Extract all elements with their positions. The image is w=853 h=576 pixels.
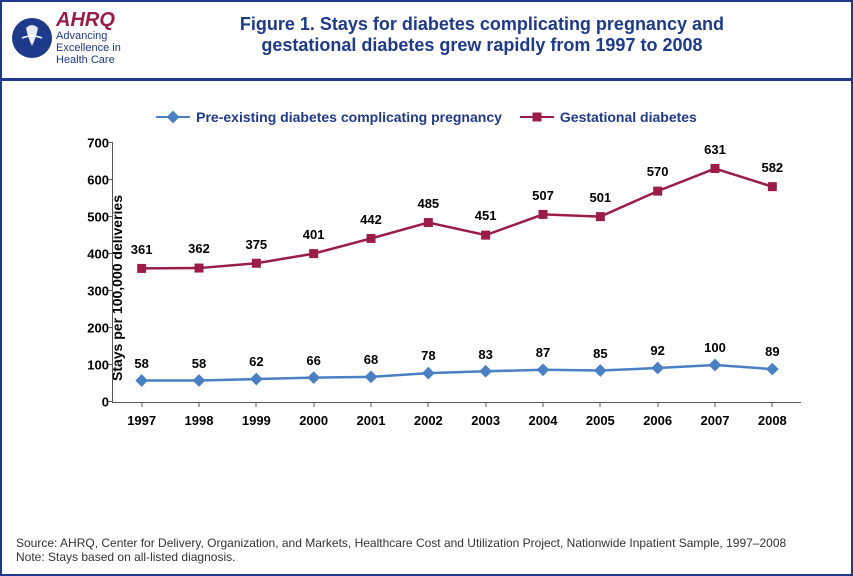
logo-block: AHRQ Advancing Excellence in Health Care xyxy=(12,10,121,66)
data-label: 507 xyxy=(532,188,554,203)
x-tick-mark xyxy=(428,402,429,407)
x-tick-mark xyxy=(600,402,601,407)
data-label: 362 xyxy=(188,241,210,256)
y-tick-label: 500 xyxy=(75,210,109,225)
data-label: 570 xyxy=(647,164,669,179)
data-label: 58 xyxy=(134,356,148,371)
y-tick-label: 200 xyxy=(75,321,109,336)
figure-footer: Source: AHRQ, Center for Delivery, Organ… xyxy=(16,536,837,564)
legend-item-preexisting: Pre-existing diabetes complicating pregn… xyxy=(156,109,502,125)
y-tick-label: 100 xyxy=(75,358,109,373)
legend-label-gestational: Gestational diabetes xyxy=(560,109,697,125)
x-tick-mark xyxy=(313,402,314,407)
data-label: 89 xyxy=(765,344,779,359)
data-label: 501 xyxy=(589,190,611,205)
figure-container: AHRQ Advancing Excellence in Health Care… xyxy=(0,0,853,576)
y-tick-label: 400 xyxy=(75,247,109,262)
data-label: 582 xyxy=(761,160,783,175)
x-tick-mark xyxy=(141,402,142,407)
x-tick-mark xyxy=(543,402,544,407)
title-line-1: Figure 1. Stays for diabetes complicatin… xyxy=(133,14,831,35)
y-tick-mark xyxy=(108,253,113,254)
y-tick-mark xyxy=(108,401,113,402)
legend-item-gestational: Gestational diabetes xyxy=(520,109,697,125)
x-tick-label: 2007 xyxy=(701,413,730,428)
x-tick-mark xyxy=(371,402,372,407)
data-label: 485 xyxy=(417,196,439,211)
x-tick-mark xyxy=(772,402,773,407)
line-chart-svg xyxy=(113,143,801,402)
y-tick-label: 600 xyxy=(75,173,109,188)
x-tick-mark xyxy=(715,402,716,407)
ahrq-logo-text: AHRQ Advancing Excellence in Health Care xyxy=(56,10,121,66)
y-tick-label: 300 xyxy=(75,284,109,299)
plot-region: 0100200300400500600700199719981999200020… xyxy=(112,143,801,403)
title-line-2: gestational diabetes grew rapidly from 1… xyxy=(133,35,831,56)
diamond-icon xyxy=(167,111,180,124)
figure-title: Figure 1. Stays for diabetes complicatin… xyxy=(133,10,841,56)
tagline-1: Advancing xyxy=(56,30,121,42)
x-tick-label: 2008 xyxy=(758,413,787,428)
header: AHRQ Advancing Excellence in Health Care… xyxy=(2,2,851,81)
chart-area: Stays per 100,000 deliveries 01002003004… xyxy=(82,133,811,443)
data-label: 631 xyxy=(704,142,726,157)
y-tick-mark xyxy=(108,364,113,365)
x-tick-label: 2005 xyxy=(586,413,615,428)
data-label: 62 xyxy=(249,354,263,369)
x-tick-label: 1999 xyxy=(242,413,271,428)
x-tick-label: 2006 xyxy=(643,413,672,428)
x-tick-mark xyxy=(485,402,486,407)
x-tick-label: 2000 xyxy=(299,413,328,428)
y-tick-label: 700 xyxy=(75,136,109,151)
tagline-2: Excellence in xyxy=(56,42,121,54)
x-tick-mark xyxy=(657,402,658,407)
data-label: 58 xyxy=(192,356,206,371)
footer-source: Source: AHRQ, Center for Delivery, Organ… xyxy=(16,536,837,550)
hhs-seal-icon xyxy=(12,18,52,58)
y-tick-mark xyxy=(108,290,113,291)
y-tick-mark xyxy=(108,216,113,217)
data-label: 100 xyxy=(704,340,726,355)
x-tick-label: 2003 xyxy=(471,413,500,428)
chart-legend: Pre-existing diabetes complicating pregn… xyxy=(2,109,851,125)
y-tick-mark xyxy=(108,327,113,328)
x-tick-label: 2001 xyxy=(357,413,386,428)
footer-note: Note: Stays based on all-listed diagnosi… xyxy=(16,550,837,564)
data-label: 361 xyxy=(131,242,153,257)
data-label: 401 xyxy=(303,227,325,242)
data-label: 92 xyxy=(650,343,664,358)
legend-swatch-preexisting xyxy=(156,116,190,118)
data-label: 87 xyxy=(536,345,550,360)
y-tick-mark xyxy=(108,179,113,180)
data-label: 83 xyxy=(478,347,492,362)
ahrq-wordmark: AHRQ xyxy=(56,10,121,30)
data-label: 451 xyxy=(475,208,497,223)
legend-label-preexisting: Pre-existing diabetes complicating pregn… xyxy=(196,109,502,125)
legend-swatch-gestational xyxy=(520,116,554,118)
x-tick-label: 1997 xyxy=(127,413,156,428)
square-icon xyxy=(532,113,541,122)
data-label: 68 xyxy=(364,352,378,367)
data-label: 375 xyxy=(245,237,267,252)
y-tick-mark xyxy=(108,142,113,143)
x-tick-label: 2004 xyxy=(529,413,558,428)
data-label: 442 xyxy=(360,212,382,227)
y-tick-label: 0 xyxy=(75,395,109,410)
data-label: 85 xyxy=(593,346,607,361)
x-tick-mark xyxy=(256,402,257,407)
data-label: 66 xyxy=(306,353,320,368)
data-label: 78 xyxy=(421,348,435,363)
x-tick-label: 2002 xyxy=(414,413,443,428)
tagline-3: Health Care xyxy=(56,54,121,66)
x-tick-label: 1998 xyxy=(185,413,214,428)
x-tick-mark xyxy=(199,402,200,407)
